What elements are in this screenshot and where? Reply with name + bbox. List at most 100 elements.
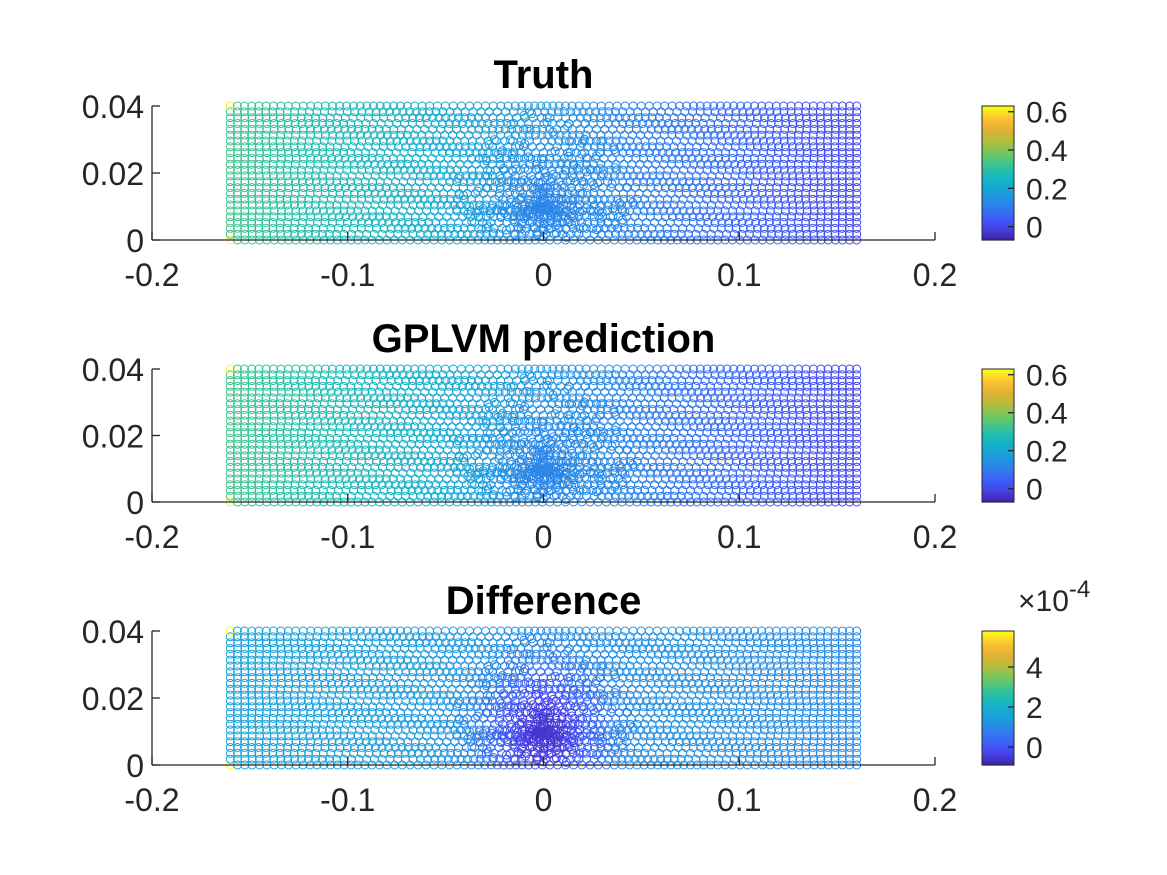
- data-point: [684, 177, 694, 187]
- data-point: [780, 206, 790, 216]
- data-point: [325, 200, 335, 210]
- data-point: [404, 153, 413, 163]
- data-point: [581, 194, 591, 204]
- data-point: [559, 387, 569, 397]
- data-point: [707, 183, 717, 193]
- data-point: [699, 206, 708, 216]
- data-point: [339, 206, 349, 216]
- data-point: [596, 364, 606, 374]
- data-point: [816, 200, 826, 210]
- data-point: [801, 188, 811, 198]
- data-point: [419, 183, 428, 193]
- data-point: [649, 229, 659, 239]
- data-point: [254, 200, 264, 210]
- data-point: [370, 188, 380, 198]
- data-point: [744, 218, 754, 227]
- data-point: [626, 223, 636, 233]
- data-point: [225, 200, 235, 210]
- data-point: [830, 206, 840, 216]
- data-point: [254, 188, 264, 198]
- data-point: [809, 229, 819, 239]
- data-point: [662, 229, 672, 239]
- data-point: [325, 229, 334, 239]
- data-point: [542, 380, 552, 390]
- data-point: [445, 206, 455, 216]
- data-point: [304, 136, 314, 146]
- data-point: [290, 370, 300, 380]
- data-point: [596, 136, 606, 146]
- data-point: [715, 212, 724, 222]
- data-point: [440, 130, 450, 140]
- data-point: [290, 107, 300, 117]
- data-point: [652, 101, 662, 111]
- data-point: [360, 206, 370, 216]
- data-point: [625, 206, 635, 216]
- data-point: [793, 188, 803, 198]
- data-point: [325, 206, 335, 216]
- data-point: [802, 206, 812, 216]
- data-point: [433, 223, 443, 233]
- data-point: [721, 183, 731, 193]
- data-point: [425, 101, 435, 111]
- data-point: [240, 194, 250, 204]
- data-point: [837, 218, 847, 227]
- data-point: [809, 206, 819, 216]
- data-point: [233, 177, 243, 187]
- data-point: [634, 451, 644, 461]
- data-point: [640, 399, 650, 409]
- data-point: [478, 177, 488, 187]
- data-point: [764, 188, 774, 198]
- data-point: [716, 223, 726, 233]
- data-point: [823, 200, 833, 210]
- data-point: [432, 130, 442, 140]
- data-point: [417, 101, 427, 111]
- data-point: [752, 223, 762, 233]
- data-point: [801, 422, 811, 432]
- data-point: [313, 212, 323, 222]
- data-point: [816, 177, 826, 187]
- data-point: [283, 101, 293, 111]
- data-point: [452, 223, 462, 233]
- data-point: [275, 223, 285, 233]
- data-point: [495, 183, 505, 193]
- data-point: [240, 171, 250, 181]
- data-point: [787, 194, 797, 204]
- data-point: [417, 188, 427, 198]
- data-point: [612, 364, 622, 374]
- data-point: [364, 194, 374, 204]
- data-point: [332, 177, 342, 187]
- data-point: [794, 101, 804, 111]
- data-point: [233, 223, 242, 233]
- data-point: [670, 194, 680, 204]
- data-point: [808, 364, 818, 374]
- data-point: [759, 194, 769, 204]
- y-tick-label: 0.04: [82, 89, 144, 125]
- data-point: [636, 101, 646, 111]
- panel-title: Truth: [494, 53, 594, 97]
- data-point: [397, 218, 407, 227]
- data-point: [642, 200, 652, 210]
- data-point: [823, 183, 833, 193]
- data-point: [735, 212, 745, 222]
- data-point: [303, 200, 313, 210]
- data-point: [837, 229, 847, 239]
- data-point: [276, 229, 286, 239]
- data-point: [311, 229, 320, 239]
- data-point: [607, 416, 617, 426]
- data-point: [619, 159, 629, 169]
- data-point: [636, 364, 646, 374]
- data-point: [289, 223, 299, 233]
- data-point: [771, 188, 781, 198]
- data-point: [642, 218, 651, 227]
- data-point: [318, 206, 328, 216]
- data-point: [297, 370, 307, 380]
- data-point: [589, 229, 599, 239]
- data-point: [247, 218, 257, 227]
- x-tick-label: -0.2: [124, 257, 179, 293]
- data-point: [698, 177, 708, 187]
- data-point: [390, 188, 400, 198]
- data-point: [291, 177, 300, 187]
- data-point: [670, 223, 680, 233]
- data-point: [594, 223, 604, 233]
- data-point: [446, 480, 456, 490]
